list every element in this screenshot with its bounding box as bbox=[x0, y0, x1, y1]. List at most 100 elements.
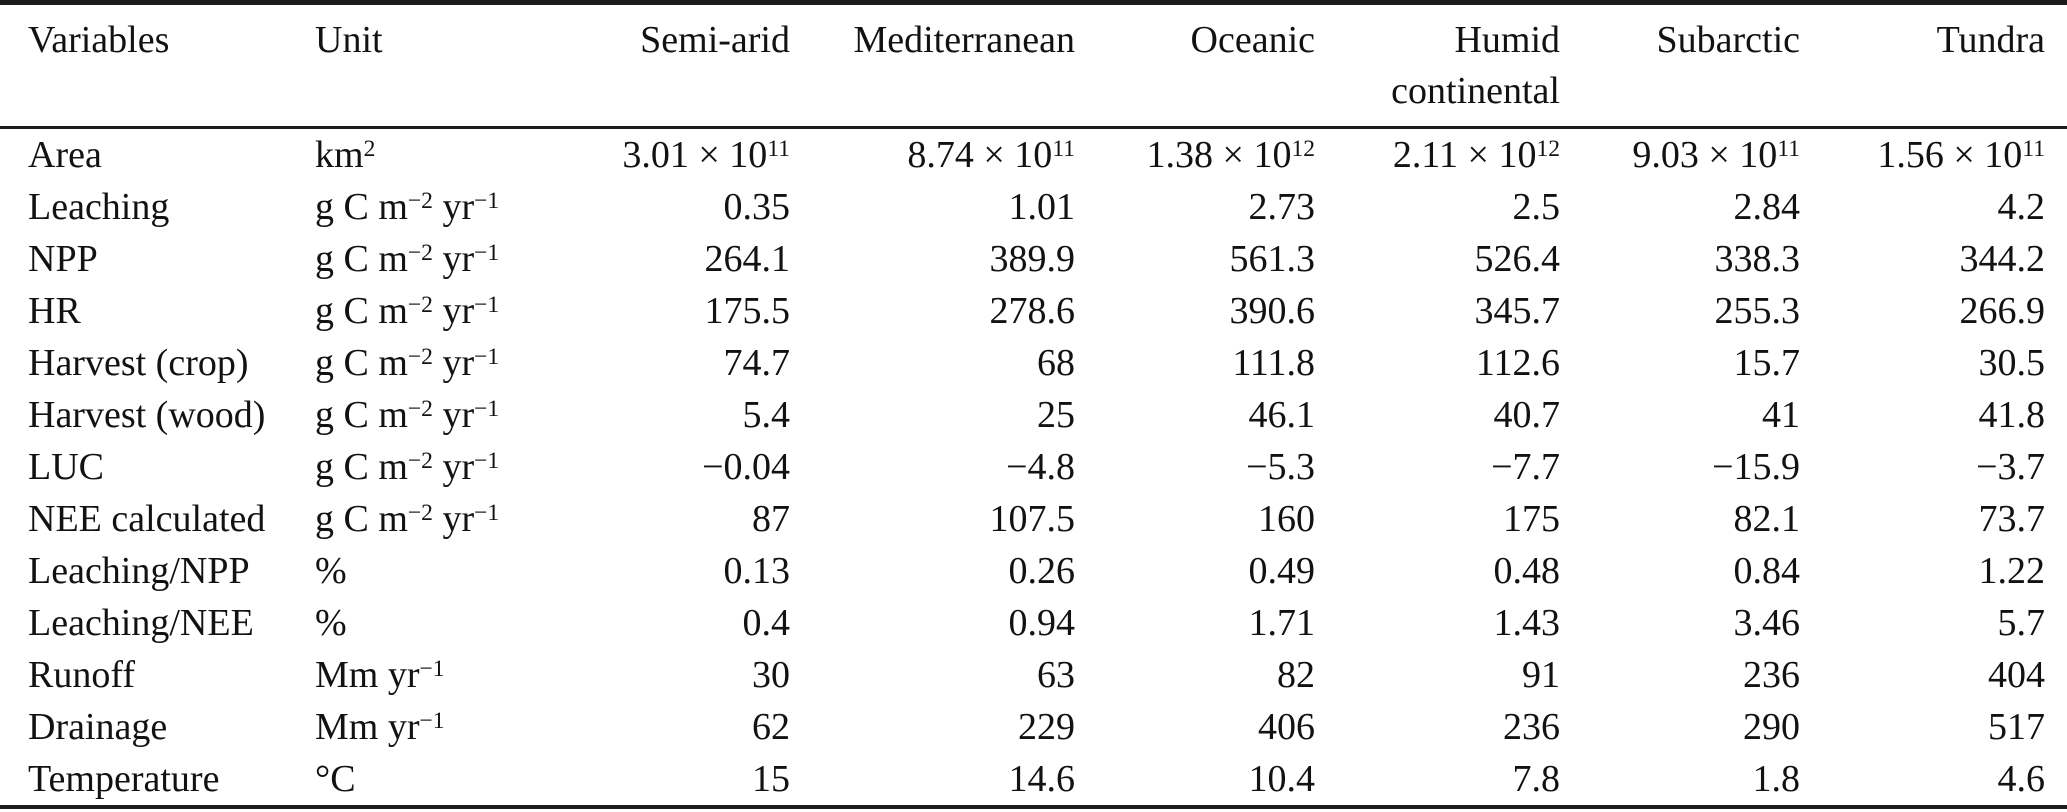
cell-value: 5.4 bbox=[742, 394, 791, 436]
cell-value: 1.01 bbox=[1008, 186, 1076, 228]
row-unit: g C m−2 yr−1 bbox=[315, 290, 500, 332]
row-unit: Mm yr−1 bbox=[315, 706, 445, 748]
column-header-tundra: Tundra bbox=[1800, 2, 2067, 129]
row-variable: Drainage bbox=[28, 706, 168, 748]
cell-value: 5.7 bbox=[1997, 602, 2046, 644]
cell-value: −5.3 bbox=[1246, 446, 1315, 488]
cell-value: 10.4 bbox=[1248, 758, 1316, 800]
cell-value: 404 bbox=[1988, 654, 2045, 696]
cell-value: 41 bbox=[1762, 394, 1800, 436]
cell-value: 30 bbox=[752, 654, 790, 696]
header-row: Variables Unit Semi-arid Mediterranean O… bbox=[0, 2, 2067, 129]
cell-value: 2.84 bbox=[1733, 186, 1801, 228]
table-row-runoff: Runoff Mm yr−1 30 63 82 91 236 404 bbox=[0, 649, 2067, 701]
row-variable: NPP bbox=[28, 238, 98, 280]
cell-value: 345.7 bbox=[1474, 290, 1561, 332]
column-header-semi-arid: Semi-arid bbox=[560, 2, 790, 129]
table-row-nee-calculated: NEE calculated g C m−2 yr−1 87 107.5 160… bbox=[0, 493, 2067, 545]
row-variable: Leaching/NPP bbox=[28, 550, 250, 592]
cell-value: 344.2 bbox=[1959, 238, 2046, 280]
cell-value: −15.9 bbox=[1712, 446, 1800, 488]
cell-value: 561.3 bbox=[1229, 238, 1316, 280]
cell-value: 63 bbox=[1037, 654, 1075, 696]
table-row-leaching-nee: Leaching/NEE % 0.4 0.94 1.71 1.43 3.46 5… bbox=[0, 597, 2067, 649]
cell-value: 87 bbox=[752, 498, 790, 540]
cell-value: 15.7 bbox=[1733, 342, 1801, 384]
cell-value: 82 bbox=[1277, 654, 1315, 696]
row-variable: Leaching bbox=[28, 186, 170, 228]
row-unit: g C m−2 yr−1 bbox=[315, 186, 500, 228]
cell-value: 2.11 × 1012 bbox=[1392, 134, 1560, 176]
cell-value: 41.8 bbox=[1978, 394, 2046, 436]
cell-value: 236 bbox=[1503, 706, 1560, 748]
cell-value: 1.43 bbox=[1493, 602, 1561, 644]
cell-value: 338.3 bbox=[1714, 238, 1801, 280]
table-row-hr: HR g C m−2 yr−1 175.5 278.6 390.6 345.7 … bbox=[0, 285, 2067, 337]
column-header-variables: Variables bbox=[0, 2, 315, 129]
cell-value: 112.6 bbox=[1475, 342, 1560, 384]
column-header-mediterranean: Mediterranean bbox=[790, 2, 1075, 129]
table-row-harvest-wood: Harvest (wood) g C m−2 yr−1 5.4 25 46.1 … bbox=[0, 389, 2067, 441]
cell-value: 9.03 × 1011 bbox=[1632, 134, 1800, 176]
cell-value: 0.84 bbox=[1733, 550, 1801, 592]
cell-value: 406 bbox=[1258, 706, 1315, 748]
table-body: Area km2 3.01 × 1011 8.74 × 1011 1.38 × … bbox=[0, 128, 2067, 808]
row-unit: g C m−2 yr−1 bbox=[315, 342, 500, 384]
cell-value: 517 bbox=[1988, 706, 2045, 748]
cell-value: 107.5 bbox=[989, 498, 1076, 540]
cell-value: 4.2 bbox=[1997, 186, 2046, 228]
cell-value: 0.94 bbox=[1008, 602, 1076, 644]
row-variable: Harvest (crop) bbox=[28, 342, 249, 384]
row-unit: % bbox=[315, 602, 347, 644]
cell-value: 255.3 bbox=[1714, 290, 1801, 332]
cell-value: 111.8 bbox=[1232, 342, 1315, 384]
cell-value: −4.8 bbox=[1006, 446, 1075, 488]
cell-value: 7.8 bbox=[1512, 758, 1561, 800]
cell-value: 8.74 × 1011 bbox=[907, 134, 1075, 176]
row-unit: g C m−2 yr−1 bbox=[315, 498, 500, 540]
column-header-oceanic: Oceanic bbox=[1075, 2, 1315, 129]
column-header-subarctic: Subarctic bbox=[1560, 2, 1800, 129]
cell-value: 62 bbox=[752, 706, 790, 748]
cell-value: 40.7 bbox=[1493, 394, 1561, 436]
cell-value: 3.01 × 1011 bbox=[622, 134, 790, 176]
cell-value: −7.7 bbox=[1491, 446, 1560, 488]
cell-value: −3.7 bbox=[1976, 446, 2045, 488]
table-row-drainage: Drainage Mm yr−1 62 229 406 236 290 517 bbox=[0, 701, 2067, 753]
cell-value: 266.9 bbox=[1959, 290, 2046, 332]
cell-value: 0.13 bbox=[723, 550, 791, 592]
cell-value: 91 bbox=[1522, 654, 1560, 696]
column-header-unit: Unit bbox=[315, 2, 560, 129]
cell-value: 0.49 bbox=[1248, 550, 1316, 592]
row-unit: Mm yr−1 bbox=[315, 654, 445, 696]
table-row-harvest-crop: Harvest (crop) g C m−2 yr−1 74.7 68 111.… bbox=[0, 337, 2067, 389]
cell-value: 15 bbox=[752, 758, 790, 800]
table-row-luc: LUC g C m−2 yr−1 −0.04 −4.8 −5.3 −7.7 −1… bbox=[0, 441, 2067, 493]
table-row-npp: NPP g C m−2 yr−1 264.1 389.9 561.3 526.4… bbox=[0, 233, 2067, 285]
row-unit: g C m−2 yr−1 bbox=[315, 446, 500, 488]
row-variable: Leaching/NEE bbox=[28, 602, 254, 644]
cell-value: 290 bbox=[1743, 706, 1800, 748]
cell-value: 278.6 bbox=[989, 290, 1076, 332]
cell-value: 0.48 bbox=[1493, 550, 1561, 592]
cell-value: −0.04 bbox=[702, 446, 790, 488]
cell-value: 68 bbox=[1037, 342, 1075, 384]
row-variable: Area bbox=[28, 134, 102, 176]
cell-value: 2.73 bbox=[1248, 186, 1316, 228]
row-unit: g C m−2 yr−1 bbox=[315, 238, 500, 280]
table-row-leaching: Leaching g C m−2 yr−1 0.35 1.01 2.73 2.5… bbox=[0, 181, 2067, 233]
cell-value: 175.5 bbox=[704, 290, 791, 332]
cell-value: 74.7 bbox=[723, 342, 791, 384]
cell-value: 264.1 bbox=[704, 238, 791, 280]
cell-value: 1.22 bbox=[1978, 550, 2046, 592]
cell-value: 14.6 bbox=[1008, 758, 1076, 800]
cell-value: 526.4 bbox=[1474, 238, 1561, 280]
row-unit: °C bbox=[315, 758, 356, 800]
cell-value: 1.38 × 1012 bbox=[1146, 134, 1315, 176]
row-variable: Runoff bbox=[28, 654, 135, 696]
table-header: Variables Unit Semi-arid Mediterranean O… bbox=[0, 2, 2067, 129]
cell-value: 236 bbox=[1743, 654, 1800, 696]
cell-value: 0.4 bbox=[742, 602, 791, 644]
row-variable: NEE calculated bbox=[28, 498, 266, 540]
